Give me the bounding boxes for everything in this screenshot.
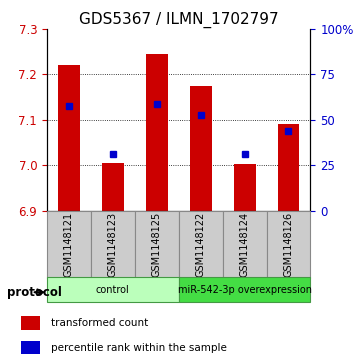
- Bar: [179, 211, 223, 278]
- Text: protocol: protocol: [7, 286, 62, 299]
- Bar: [234, 164, 256, 211]
- Title: GDS5367 / ILMN_1702797: GDS5367 / ILMN_1702797: [79, 12, 278, 28]
- Bar: [135, 211, 179, 278]
- Bar: [102, 163, 124, 211]
- Bar: [146, 54, 168, 211]
- Text: percentile rank within the sample: percentile rank within the sample: [51, 343, 227, 352]
- Bar: [58, 65, 80, 211]
- Text: GSM1148126: GSM1148126: [283, 212, 293, 277]
- Text: GSM1148124: GSM1148124: [240, 212, 249, 277]
- Bar: [223, 211, 266, 278]
- Bar: [47, 211, 91, 278]
- Text: transformed count: transformed count: [51, 318, 148, 328]
- Text: GSM1148123: GSM1148123: [108, 212, 118, 277]
- Bar: [179, 277, 310, 302]
- Bar: [21, 317, 40, 330]
- Bar: [21, 341, 40, 354]
- Bar: [91, 211, 135, 278]
- Text: GSM1148121: GSM1148121: [64, 212, 74, 277]
- Bar: [278, 125, 300, 211]
- Text: control: control: [96, 285, 130, 295]
- Text: GSM1148122: GSM1148122: [196, 212, 206, 277]
- Bar: [266, 211, 310, 278]
- Text: GSM1148125: GSM1148125: [152, 212, 162, 277]
- Bar: [47, 277, 179, 302]
- Text: miR-542-3p overexpression: miR-542-3p overexpression: [178, 285, 312, 295]
- Bar: [190, 86, 212, 211]
